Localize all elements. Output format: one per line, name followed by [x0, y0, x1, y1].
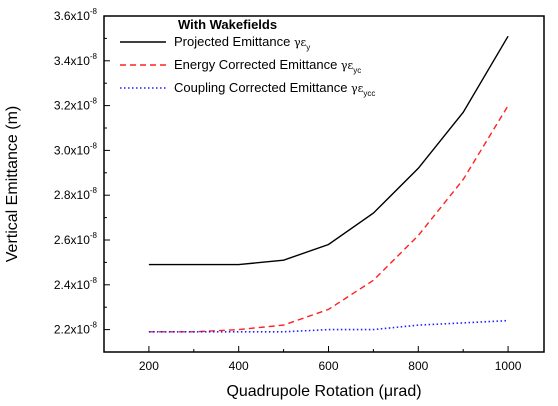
legend-label: Projected Emittance γεy	[174, 34, 310, 52]
y-tick-label: 2.2x10-8	[54, 321, 98, 337]
y-axis-ticks: 2.2x10-8 2.4x10-8 2.6x10-8 2.8x10-8 3.0x10-8…	[54, 7, 110, 337]
x-tick-label: 600	[318, 359, 338, 373]
series-line	[148, 105, 509, 333]
y-tick-label: 3.4x10-8	[54, 52, 98, 68]
series-line	[148, 319, 509, 333]
x-tick-label: 800	[408, 359, 428, 373]
y-tick-label: 2.8x10-8	[54, 186, 98, 202]
legend: With Wakefields Projected Emittance γεy E…	[120, 17, 375, 98]
x-axis-ticks: 200 400 600 800 1000	[103, 346, 522, 373]
x-axis-label: Quadrupole Rotation (μrad)	[226, 383, 421, 400]
series-line	[148, 35, 509, 266]
legend-items: Projected Emittance γεy Energy Corrected …	[120, 34, 375, 98]
y-tick-label: 2.6x10-8	[54, 231, 98, 247]
y-tick-label: 3.6x10-8	[54, 7, 98, 23]
y-tick-label: 2.4x10-8	[54, 276, 98, 292]
legend-label: Coupling Corrected Emittance γεycc	[174, 80, 375, 98]
x-tick-label: 400	[229, 359, 249, 373]
legend-label: Energy Corrected Emittance γεyc	[174, 57, 361, 75]
x-tick-label: 1000	[495, 359, 522, 373]
y-tick-label: 3.2x10-8	[54, 97, 98, 113]
y-axis-label: Vertical Emittance (m)	[4, 106, 21, 262]
plot-frame	[103, 15, 545, 353]
legend-title: With Wakefields	[178, 17, 277, 32]
x-tick-label: 200	[139, 359, 159, 373]
y-tick-label: 3.0x10-8	[54, 141, 98, 157]
series-lines	[148, 35, 509, 333]
